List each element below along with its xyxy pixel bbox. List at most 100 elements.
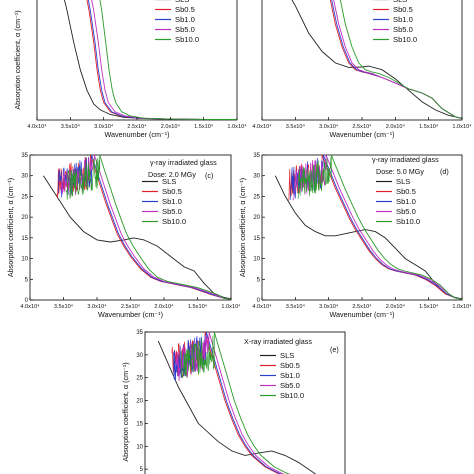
legend-label-sls: SLS [280,351,294,360]
legend-label-sls: SLS [175,0,189,4]
panel-label: (d) [440,167,449,176]
legend-label-sb10.0: Sb10.0 [280,391,304,400]
x-axis-label: Wavenumber (cm⁻¹) [329,310,394,319]
y-tick-label: 10 [253,257,260,263]
legend-label-sb1.0: Sb1.0 [175,15,195,24]
plot-frame [36,0,238,121]
legend-label-sb10.0: Sb10.0 [162,217,186,226]
legend-label-sls: SLS [393,0,407,4]
y-axis-label: Absorption coefficient, α (cm⁻¹) [6,178,15,277]
x-tick-label: 2.5x10⁴ [352,123,372,130]
series-group [157,332,317,474]
x-tick-label: 4.0x10⁴ [27,123,47,130]
series-line-sls [291,0,462,119]
series-line-sb10.0 [99,155,231,300]
y-tick-label: 10 [21,257,28,263]
x-tick-label: 3.5x10⁴ [54,303,74,310]
dose-label: Dose: 5.0 MGy [376,167,424,176]
x-axis-label: Wavenumber (cm⁻¹) [98,310,163,319]
legend-label-sb0.5: Sb0.5 [175,5,195,14]
legend-label-sb1.0: Sb1.0 [280,371,300,380]
series-noise-sb1.0 [172,332,207,382]
legend-label-sb5.0: Sb5.0 [162,207,182,216]
series-line-sls [43,175,231,300]
series-line-sb1.0 [87,0,237,120]
panel-annotation: X-ray irradiated glass [244,337,312,346]
series-line-sb0.5 [89,155,231,300]
x-tick-label: 1.5x10⁴ [419,123,439,130]
panel-d: 4.0x10⁴ 3.5x10⁴ 3.0x10⁴ 2.5x10⁴ 2.0x10⁴ 1.5x1… [238,153,472,319]
x-tick-label: 2.0x10⁴ [161,123,181,130]
legend-label-sb10.0: Sb10.0 [175,35,199,44]
series-line-sb10.0 [213,332,291,474]
y-axis-label: Absorption coefficient, α (cm⁻¹) [13,10,22,109]
series-line-sb10.0 [339,0,462,120]
x-tick-label: 3.0x10⁴ [319,123,339,130]
y-tick-label: 35 [253,153,260,159]
series-line-sls [157,340,317,474]
legend-label-sb10.0: Sb10.0 [393,35,417,44]
x-tick-label: 2.0x10⁴ [386,123,406,130]
y-tick-label: 35 [136,330,143,336]
series-line-sb1.0 [205,332,283,474]
series-noise-sb10.0 [66,155,101,200]
panel-annotation: γ-ray irradiated glass [372,155,439,164]
y-tick-label: 25 [21,194,28,200]
y-axis-label: Absorption coefficient, α (cm⁻¹) [238,178,247,277]
panel-e: 5 10 15 20 25 30 35 Absorption coefficient, α (… [121,330,346,474]
x-axis-label: Wavenumber (cm⁻¹) [104,130,169,139]
legend-label-sb5.0: Sb5.0 [280,381,300,390]
y-tick-label: 30 [21,174,28,180]
series-line-sb0.5 [204,332,282,474]
series-line-sb0.5 [321,155,462,300]
legend-label-sls: SLS [162,177,176,186]
legend-label-sb10.0: Sb10.0 [396,217,420,226]
panel-b: 4.0x10⁴ 3.5x10⁴ 3.0x10⁴ 2.5x10⁴ 2.0x10⁴ 1.5x1… [252,0,472,139]
series-group [64,0,237,120]
legend-label-sb5.0: Sb5.0 [396,207,416,216]
y-tick-label: 35 [21,153,28,159]
series-line-sb0.5 [329,0,462,120]
x-tick-label: 3.0x10⁴ [94,123,114,130]
legend-label-sb5.0: Sb5.0 [175,25,195,34]
series-noise-sb10.0 [180,332,215,379]
x-tick-label: 2.5x10⁴ [121,303,141,310]
x-tick-label: 1.0x10⁴ [221,303,241,310]
y-tick-label: 15 [253,236,260,242]
plot-frame [261,0,463,121]
x-tick-label: 2.0x10⁴ [386,303,406,310]
series-group [274,155,462,300]
series-group [291,0,462,120]
series-group [43,155,231,300]
y-tick-label: 30 [253,174,260,180]
legend-label-sb1.0: Sb1.0 [162,197,182,206]
panel-annotation: γ-ray irradiated glass [150,158,217,167]
panel-c: 4.0x10⁴ 3.5x10⁴ 3.0x10⁴ 2.5x10⁴ 2.0x10⁴ 1.5x1… [6,153,241,319]
x-tick-label: 4.0x10⁴ [20,303,40,310]
y-tick-label: 15 [136,421,143,427]
y-tick-label: 10 [136,444,143,450]
series-noise-sb10.0 [297,155,332,199]
dose-label: Dose: 2.0 MGy [148,170,196,179]
y-tick-label: 5 [140,467,144,473]
series-line-sb1.0 [91,155,231,300]
series-line-sls [274,175,462,300]
y-tick-label: 25 [253,194,260,200]
series-line-sb5.0 [208,332,286,474]
x-tick-label: 1.0x10⁴ [227,123,247,130]
series-line-sb1.0 [322,155,462,300]
x-tick-label: 2.0x10⁴ [154,303,174,310]
x-tick-label: 1.0x10⁴ [452,123,472,130]
legend-label-sb0.5: Sb0.5 [396,187,416,196]
y-tick-label: 25 [136,376,143,382]
legend-label-sb1.0: Sb1.0 [393,15,413,24]
y-tick-label: 0 [257,298,261,304]
panel-label: (e) [330,345,339,354]
y-tick-label: 0 [25,298,29,304]
y-tick-label: 20 [136,399,143,405]
